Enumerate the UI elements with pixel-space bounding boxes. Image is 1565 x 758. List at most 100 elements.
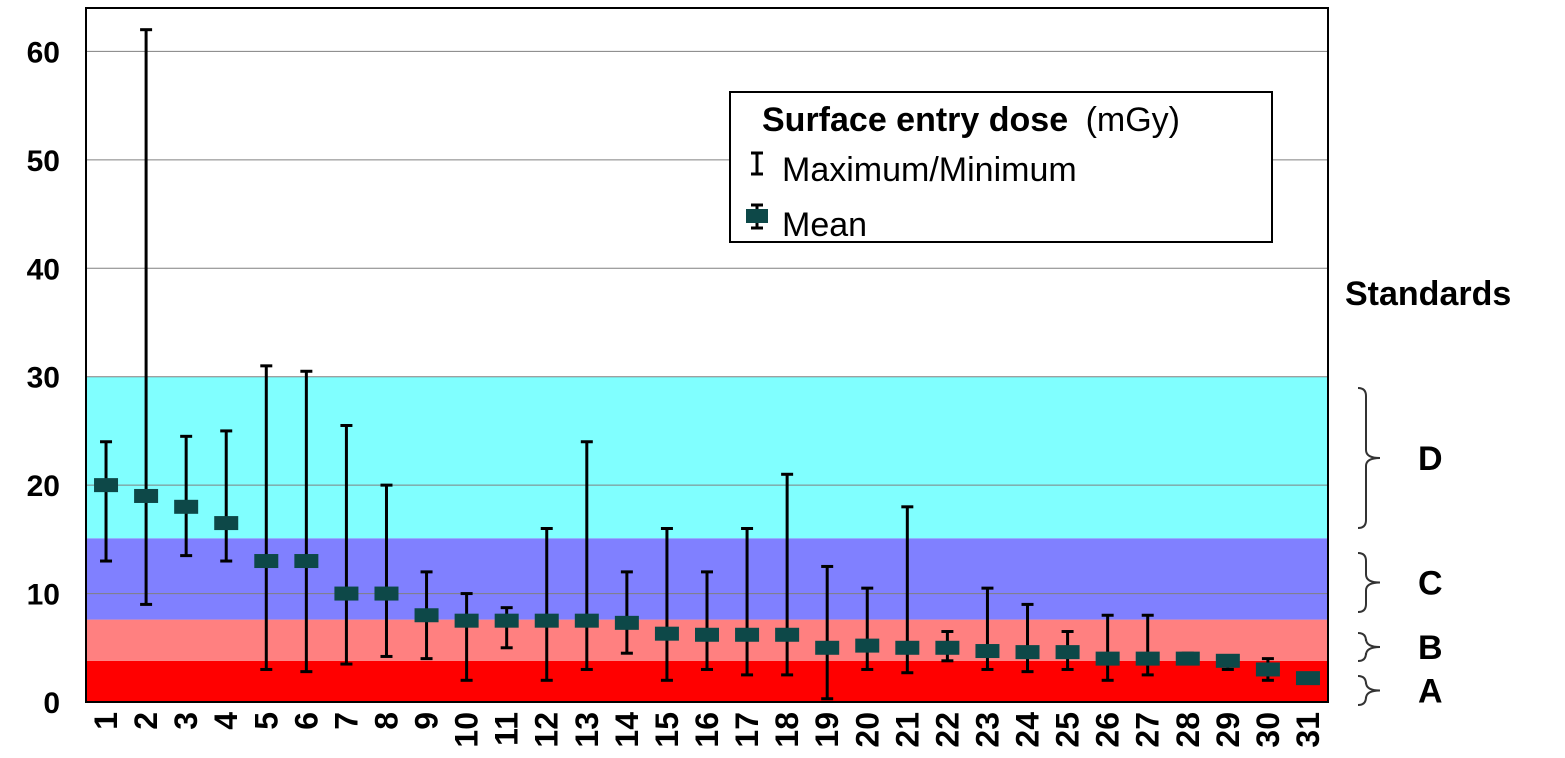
legend-mean-icon (746, 203, 768, 230)
x-tick-label: 5 (248, 712, 284, 730)
x-tick-label: 16 (689, 712, 725, 748)
error-bar (380, 483, 393, 658)
mean-marker (1135, 651, 1160, 666)
y-tick-label: 0 (43, 687, 60, 720)
x-tick-label: 8 (368, 712, 404, 730)
y-axis-ticks: 0 10 20 30 40 50 60 (27, 36, 60, 720)
error-bar (701, 570, 713, 671)
mean-marker (374, 586, 399, 601)
error-bar (580, 440, 593, 671)
x-tick-label: 31 (1290, 712, 1326, 748)
x-tick-label: 10 (449, 712, 485, 748)
error-bar (1101, 613, 1114, 682)
x-tick-label: 6 (288, 712, 324, 730)
x-axis-ticks: 1 2 3 4 5 6 7 8 9 10 11 12 13 14 15 16 17 18 19 20 21 22 23 24 2… (88, 712, 1326, 748)
mean-marker (534, 613, 559, 628)
legend-item-mean: Mean (782, 206, 867, 244)
y-tick-label: 50 (27, 145, 60, 178)
legend-title: Surface entry dose (mGy) (762, 101, 1180, 139)
mean-marker (214, 516, 239, 531)
x-tick-label: 15 (649, 712, 685, 748)
brace-B (1357, 632, 1381, 662)
x-tick-label: 29 (1210, 712, 1246, 748)
standards-label: Standards (1345, 275, 1511, 313)
brace-A (1357, 675, 1381, 706)
x-tick-label: 23 (969, 712, 1005, 748)
brace-C (1357, 552, 1381, 613)
band-label-C: C (1418, 565, 1443, 603)
mean-markers (94, 478, 1320, 686)
legend-box (729, 91, 1273, 243)
error-bar (741, 527, 754, 677)
y-tick-label: 20 (27, 470, 60, 503)
x-tick-label: 11 (489, 712, 525, 746)
mean-marker (1175, 651, 1200, 666)
x-tick-label: 20 (849, 712, 885, 748)
mean-marker (614, 615, 639, 630)
mean-marker (895, 640, 920, 655)
x-tick-label: 30 (1250, 712, 1286, 748)
error-bar (140, 28, 153, 606)
x-tick-label: 25 (1050, 712, 1086, 748)
mean-marker (935, 640, 960, 655)
band-D (86, 376, 1328, 539)
mean-marker (654, 626, 679, 641)
x-tick-label: 27 (1130, 712, 1166, 748)
error-bar (660, 527, 673, 682)
band-label-A: A (1418, 673, 1443, 711)
plot-frame (85, 7, 1329, 703)
mean-marker (174, 499, 199, 514)
mean-marker (414, 608, 439, 623)
x-tick-label: 19 (809, 712, 845, 748)
x-tick-label: 14 (609, 712, 645, 748)
x-tick-label: 7 (328, 712, 364, 730)
x-tick-label: 12 (529, 712, 565, 748)
mean-marker (1215, 653, 1240, 668)
x-tick-label: 9 (409, 712, 445, 730)
mean-marker (134, 488, 159, 503)
mean-marker (975, 644, 1000, 659)
error-bar (620, 570, 633, 655)
mean-marker (254, 554, 279, 569)
standard-braces: ABC D (1357, 387, 1443, 711)
y-tick-label: 10 (27, 579, 60, 612)
mean-marker (735, 627, 760, 642)
mean-marker (94, 478, 119, 493)
error-bar (260, 364, 273, 671)
mean-marker (494, 613, 519, 628)
mean-marker (294, 554, 319, 569)
y-tick-label: 40 (27, 253, 60, 286)
error-bar (1021, 602, 1034, 674)
mean-marker (1095, 651, 1120, 666)
mean-marker (775, 627, 800, 642)
mean-marker (1055, 645, 1080, 660)
legend-item-maxmin: Maximum/Minimum (782, 151, 1077, 189)
x-tick-label: 24 (1010, 712, 1046, 748)
legend-title-unit: (mGy) (1086, 101, 1180, 139)
x-tick-label: 26 (1090, 712, 1126, 748)
x-tick-label: 4 (208, 712, 244, 730)
mean-marker (334, 586, 359, 601)
error-bar (861, 586, 874, 671)
x-tick-label: 18 (769, 712, 805, 748)
x-tick-label: 13 (569, 712, 605, 748)
error-bar (220, 429, 233, 563)
x-tick-label: 2 (128, 712, 164, 730)
error-bar (540, 527, 553, 682)
mean-marker (454, 613, 479, 628)
error-bar (460, 592, 473, 682)
band-label-B: B (1418, 629, 1443, 667)
brace-D (1357, 387, 1381, 529)
x-tick-label: 28 (1170, 712, 1206, 748)
error-bar (340, 423, 353, 666)
mean-marker (1295, 671, 1320, 686)
legend-title-bold: Surface entry dose (762, 101, 1068, 139)
error-bar (821, 564, 834, 701)
mean-marker (855, 638, 880, 653)
band-label-D: D (1418, 440, 1443, 478)
y-tick-label: 30 (27, 362, 60, 395)
x-tick-label: 22 (929, 712, 965, 748)
x-tick-label: 1 (88, 712, 124, 730)
error-bar (300, 369, 313, 674)
